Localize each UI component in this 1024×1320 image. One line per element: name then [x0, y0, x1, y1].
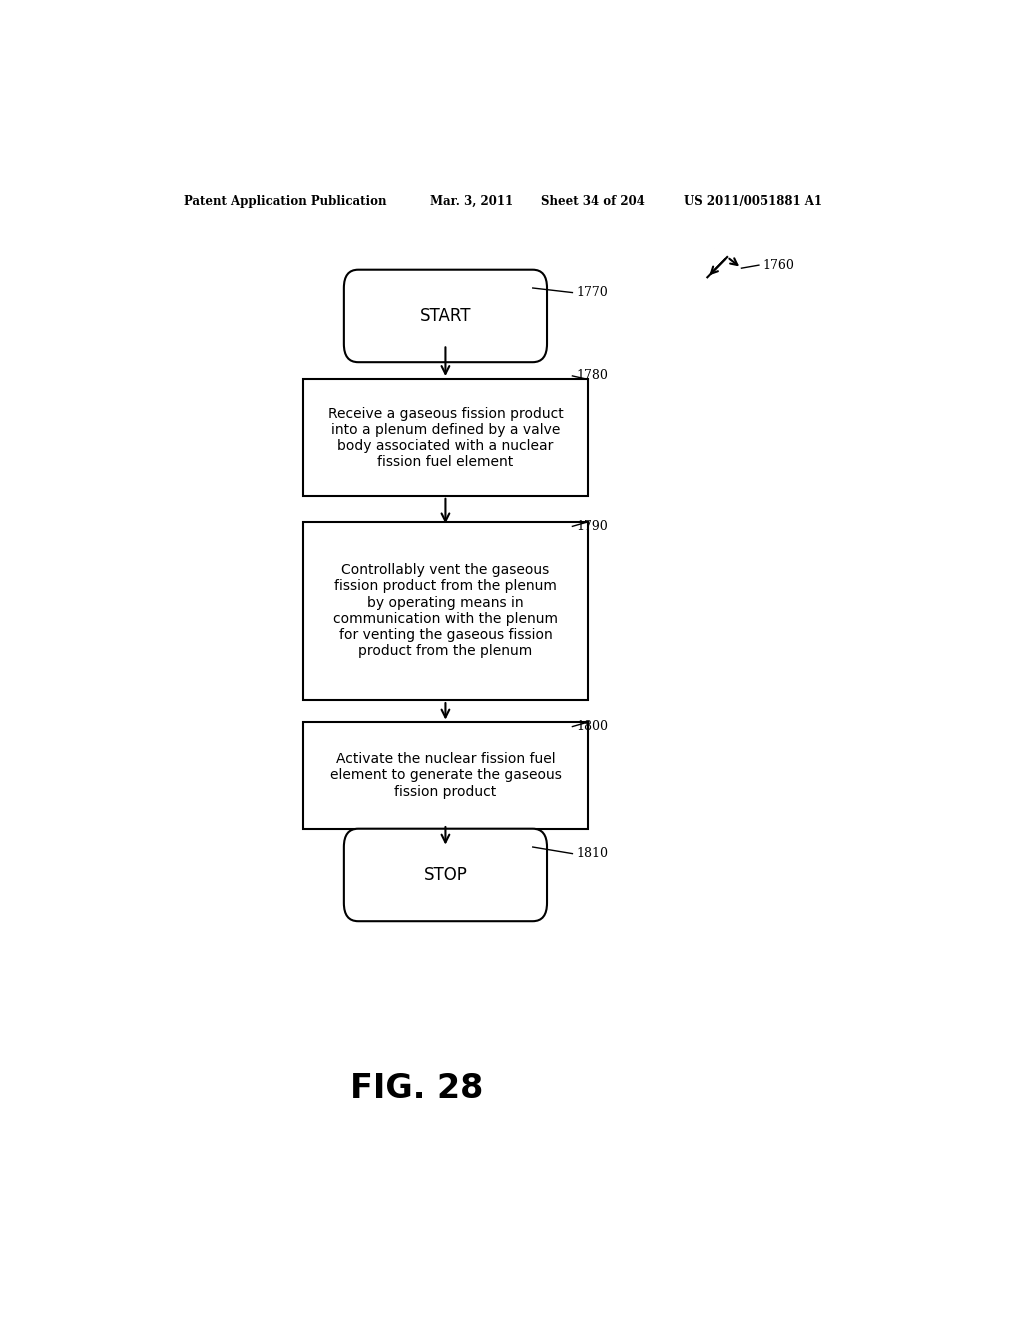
Text: Controllably vent the gaseous
fission product from the plenum
by operating means: Controllably vent the gaseous fission pr… [333, 564, 558, 659]
Text: Sheet 34 of 204: Sheet 34 of 204 [541, 194, 644, 207]
Text: FIG. 28: FIG. 28 [350, 1072, 483, 1105]
Bar [303, 521, 588, 700]
Bar [303, 379, 588, 496]
Bar [303, 722, 588, 829]
Text: STOP: STOP [424, 866, 467, 884]
Text: Activate the nuclear fission fuel
element to generate the gaseous
fission produc: Activate the nuclear fission fuel elemen… [330, 752, 561, 799]
Text: 1780: 1780 [577, 370, 608, 383]
Text: Receive a gaseous fission product
into a plenum defined by a valve
body associat: Receive a gaseous fission product into a… [328, 407, 563, 469]
Text: 1810: 1810 [577, 847, 608, 861]
Text: START: START [420, 308, 471, 325]
FancyBboxPatch shape [344, 269, 547, 362]
Text: US 2011/0051881 A1: US 2011/0051881 A1 [684, 194, 821, 207]
FancyBboxPatch shape [344, 829, 547, 921]
Text: 1790: 1790 [577, 520, 608, 533]
Text: Patent Application Publication: Patent Application Publication [183, 194, 386, 207]
Text: 1800: 1800 [577, 721, 608, 733]
Text: 1760: 1760 [763, 259, 795, 272]
Text: 1770: 1770 [577, 286, 608, 300]
Text: Mar. 3, 2011: Mar. 3, 2011 [430, 194, 513, 207]
